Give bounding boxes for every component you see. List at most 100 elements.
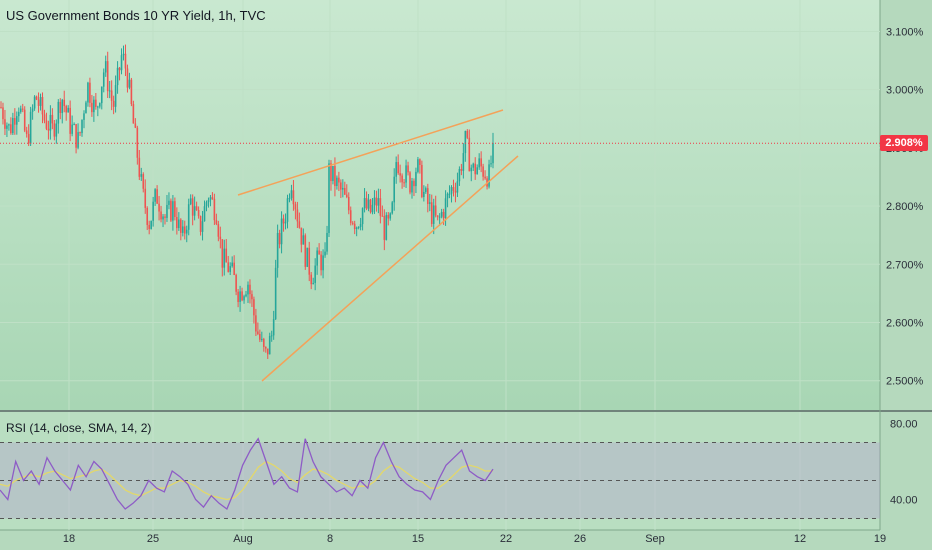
candle-body xyxy=(490,163,492,165)
candle-body xyxy=(140,174,143,177)
candle-body xyxy=(77,132,79,148)
candle-body xyxy=(98,103,101,107)
candle-body xyxy=(8,124,10,126)
candle-body xyxy=(27,133,30,144)
candle-body xyxy=(33,96,36,109)
candle-body xyxy=(292,190,295,205)
candle-body xyxy=(67,107,69,113)
candle-body xyxy=(290,190,293,199)
candle-body xyxy=(91,102,93,113)
candle-body xyxy=(126,68,129,88)
chart-title: US Government Bonds 10 YR Yield, 1h, TVC xyxy=(6,8,266,23)
candle-body xyxy=(446,193,449,199)
candle-body xyxy=(241,291,243,301)
candle-body xyxy=(294,204,297,210)
candle-body xyxy=(93,99,95,113)
lower-trendline[interactable] xyxy=(261,155,519,382)
price-tick-label: 3.000% xyxy=(886,85,924,97)
candle-body xyxy=(144,188,147,208)
price-tick-label: 2.600% xyxy=(886,318,924,330)
price-tick-label: 2.500% xyxy=(886,376,924,388)
rsi-indicator-title[interactable]: RSI (14, close, SMA, 14, 2) xyxy=(6,421,152,435)
candle-body xyxy=(223,248,226,268)
candle-body xyxy=(342,187,344,190)
candle-body xyxy=(43,114,46,121)
candle-body xyxy=(480,158,482,167)
candle-body xyxy=(304,235,307,267)
grid xyxy=(0,0,880,530)
candle-body xyxy=(385,214,388,240)
candle-body xyxy=(19,108,22,112)
candle-body xyxy=(371,204,374,213)
candle-body xyxy=(41,97,44,115)
upper-trendline[interactable] xyxy=(237,109,504,196)
candle-body xyxy=(132,104,135,124)
candle-body xyxy=(282,218,285,224)
candle-body xyxy=(37,99,40,106)
candle-body xyxy=(440,211,443,217)
candle-body xyxy=(468,137,471,172)
candle-body xyxy=(330,163,332,182)
price-tick-label: 2.800% xyxy=(886,201,924,213)
candle-body xyxy=(87,82,89,103)
candle-body xyxy=(298,221,301,228)
candle-body xyxy=(278,232,281,245)
candle-body xyxy=(199,216,202,232)
candle-body xyxy=(326,232,328,252)
trendlines[interactable] xyxy=(237,109,519,382)
candle-body xyxy=(219,236,222,240)
candle-body xyxy=(383,216,386,240)
candle-body xyxy=(450,187,453,194)
candle-body xyxy=(81,119,83,134)
candle-body xyxy=(351,222,354,224)
candle-body xyxy=(322,255,324,271)
last-price-tag: 2.908% xyxy=(880,135,928,152)
candle-body xyxy=(492,143,494,164)
candle-body xyxy=(215,220,218,225)
time-tick-label: 15 xyxy=(412,533,424,545)
candle-body xyxy=(183,226,186,234)
candle-body xyxy=(225,248,228,263)
candle-body xyxy=(332,166,334,182)
candle-body xyxy=(320,254,322,271)
candle-body xyxy=(458,169,461,182)
candle-body xyxy=(45,120,48,129)
rsi-line xyxy=(0,437,494,511)
time-tick-label: Sep xyxy=(645,533,665,545)
candle-body xyxy=(231,262,233,267)
candle-body xyxy=(152,201,154,221)
candle-body xyxy=(268,336,271,355)
candle-body xyxy=(148,224,150,229)
candle-body xyxy=(178,219,180,229)
candle-body xyxy=(235,274,237,292)
candle-body xyxy=(442,211,445,219)
candle-body xyxy=(12,117,14,134)
time-tick-label: 19 xyxy=(874,533,886,545)
candle-body xyxy=(23,109,26,131)
candle-body xyxy=(47,128,50,131)
candle-body xyxy=(6,125,8,129)
candle-body xyxy=(49,114,52,131)
candle-body xyxy=(172,201,174,221)
candle-body xyxy=(338,177,340,183)
axes: 3.100%3.000%2.900%2.800%2.700%2.600%2.50… xyxy=(63,26,924,545)
candle-body xyxy=(253,299,255,316)
candle-body xyxy=(4,119,6,129)
candle-body xyxy=(181,226,184,233)
candle-body xyxy=(63,99,66,107)
candle-body xyxy=(205,202,208,207)
candle-body xyxy=(162,216,164,220)
candle-body xyxy=(237,291,239,302)
candle-body xyxy=(425,188,427,192)
candle-body xyxy=(375,197,378,206)
candle-body xyxy=(259,333,261,340)
candle-body xyxy=(79,132,81,134)
candle-body xyxy=(432,205,435,224)
candle-body xyxy=(409,172,411,193)
candle-body xyxy=(51,114,54,124)
candle-body xyxy=(61,99,64,114)
candle-body xyxy=(158,203,160,212)
candle-body xyxy=(272,319,275,336)
